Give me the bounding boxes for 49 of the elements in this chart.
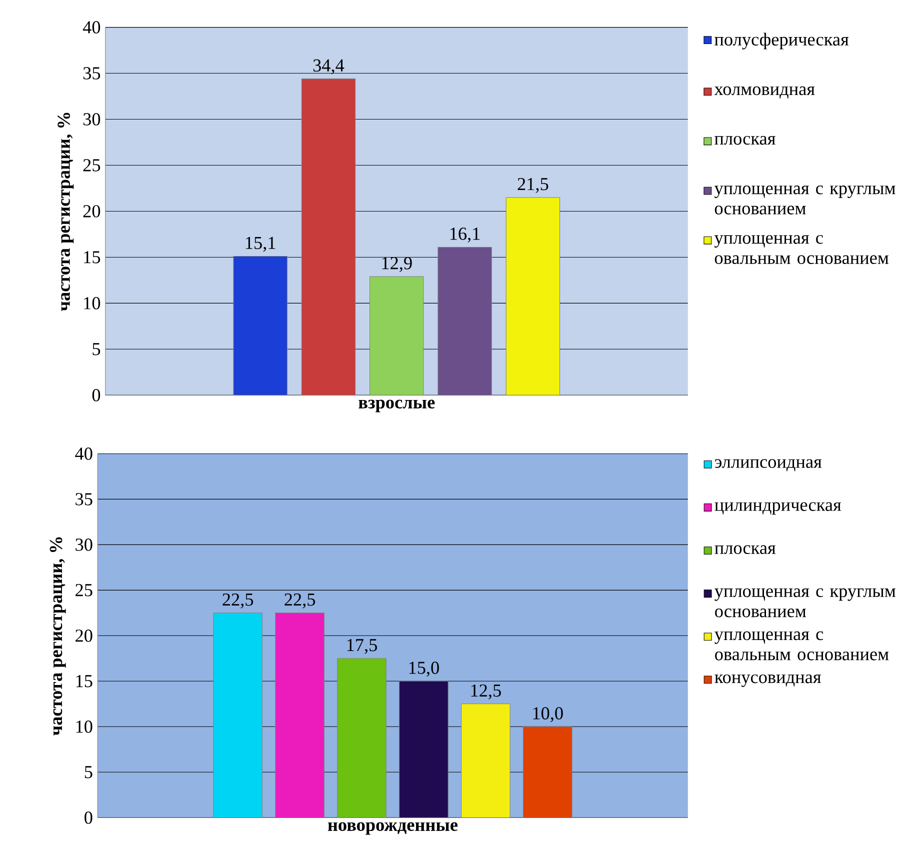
y-tick-label: 40 [82,20,100,34]
y-tick-label: 35 [83,66,100,80]
legend-label: полусферическая [714,32,849,50]
y-tick-label: 35 [76,492,92,506]
legend-label: эллипсоидная [714,458,822,472]
y-tick-label: 20 [76,629,92,642]
data-label: 12,5 [471,684,501,700]
legend-label: уплощенная с овальным основанием [714,234,889,264]
y-tick-label: 10 [84,296,100,310]
data-label: 17,5 [347,638,377,654]
data-label: 22,5 [222,593,254,608]
y-tick-label: 30 [76,538,92,551]
y-tick-label: 5 [92,342,100,355]
data-label: 15,1 [246,236,276,252]
data-label: 12,9 [382,256,412,272]
legend-label: цилиндрическая [714,502,842,514]
data-label: 21,5 [518,178,548,193]
bar [301,78,356,395]
y-tick-label: 20 [83,204,100,218]
bar [337,658,386,818]
legend-label: плоская [714,136,776,144]
y-tick-label: 0 [92,388,100,402]
x-axis-title: взрослые [358,400,435,412]
y-axis-title: частота регистрации, % [58,112,74,311]
data-label: 10,0 [533,706,563,722]
y-tick-label: 25 [83,158,100,172]
x-axis-title: новорожденные [328,822,458,834]
bar [506,196,560,395]
legend-label: уплощенная с круглым основанием [714,185,896,214]
y-tick-label: 30 [83,112,100,126]
legend-label: конусовидная [714,674,821,687]
data-label: 15,0 [409,661,439,676]
y-tick-label: 10 [76,720,92,733]
y-tick-label: 5 [84,766,92,778]
data-label: 22,5 [284,593,316,608]
bar [399,680,448,818]
bar [275,612,324,818]
legend-label: холмовидная [714,86,815,98]
bar [438,246,492,395]
y-axis-title: частота регистрации, % [50,537,66,736]
data-label: 34,4 [313,59,344,74]
y-tick-label: 0 [84,811,92,824]
y-tick-label: 25 [76,584,92,596]
y-tick-label: 15 [84,250,100,264]
bar [522,726,572,818]
legend-label: плоская [714,545,776,554]
data-label: 16,1 [450,227,480,242]
y-tick-label: 40 [75,447,92,460]
y-tick-label: 15 [76,674,92,688]
